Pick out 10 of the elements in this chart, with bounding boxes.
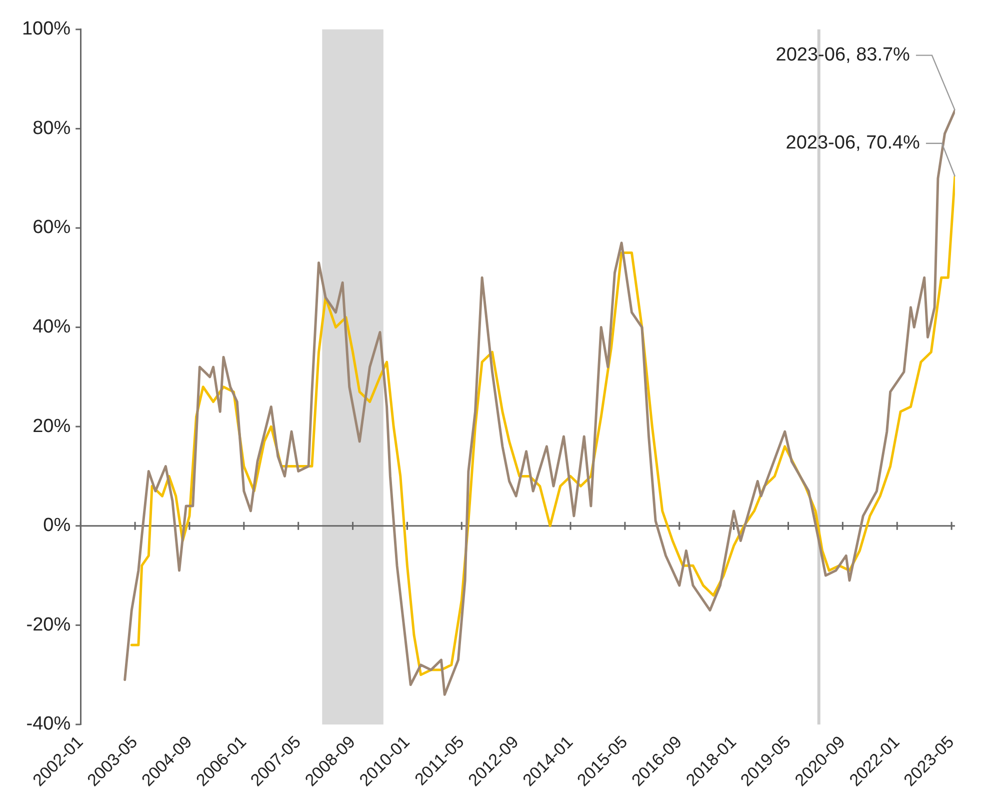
annotation: 2023-06, 70.4% [786, 132, 920, 154]
annotation: 2023-06, 83.7% [776, 44, 910, 66]
y-tick-label: 100% [22, 18, 71, 40]
y-tick-label: 20% [32, 416, 71, 437]
y-tick-label: 80% [32, 118, 71, 139]
y-tick-label: 60% [32, 217, 71, 238]
y-tick-label: 40% [32, 316, 71, 338]
y-tick-label: -20% [26, 614, 71, 636]
y-tick-label: -40% [26, 714, 71, 735]
y-tick-label: 0% [43, 515, 71, 536]
